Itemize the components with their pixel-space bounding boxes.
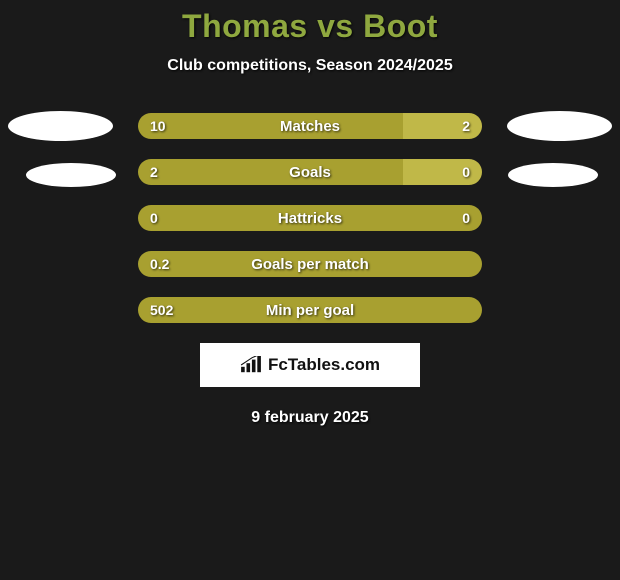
- stat-left-segment: [138, 113, 403, 139]
- stat-left-segment: [138, 159, 403, 185]
- stats-area: 10 Matches 2 2 Goals 0 0 Hattricks 0: [0, 113, 620, 427]
- stat-left-segment: [138, 251, 482, 277]
- stat-left-value: 0.2: [150, 251, 169, 277]
- stat-right-value: 0: [462, 205, 470, 231]
- stat-row: 0.2 Goals per match: [138, 251, 482, 277]
- stat-row: 2 Goals 0: [138, 159, 482, 185]
- stat-row: 0 Hattricks 0: [138, 205, 482, 231]
- stat-right-segment: [403, 113, 482, 139]
- stat-left-value: 10: [150, 113, 166, 139]
- subtitle: Club competitions, Season 2024/2025: [0, 57, 620, 75]
- bar-chart-icon: [240, 356, 262, 374]
- stat-left-value: 502: [150, 297, 173, 323]
- stat-right-value: 2: [462, 113, 470, 139]
- source-logo[interactable]: FcTables.com: [200, 343, 420, 387]
- stat-left-segment: [138, 205, 482, 231]
- player-left-ellipse-2: [26, 163, 116, 187]
- stat-left-value: 0: [150, 205, 158, 231]
- stat-left-segment: [138, 297, 482, 323]
- date-label: 9 february 2025: [0, 409, 620, 427]
- stat-right-value: 0: [462, 159, 470, 185]
- stat-bars: 10 Matches 2 2 Goals 0 0 Hattricks 0: [138, 113, 482, 323]
- logo-text: FcTables.com: [268, 355, 380, 375]
- stat-row: 10 Matches 2: [138, 113, 482, 139]
- player-left-ellipse-1: [8, 111, 113, 141]
- player-right-ellipse-1: [507, 111, 612, 141]
- stat-row: 502 Min per goal: [138, 297, 482, 323]
- player-right-ellipse-2: [508, 163, 598, 187]
- page-title: Thomas vs Boot: [0, 8, 620, 45]
- comparison-card: Thomas vs Boot Club competitions, Season…: [0, 0, 620, 427]
- stat-left-value: 2: [150, 159, 158, 185]
- stat-right-segment: [403, 159, 482, 185]
